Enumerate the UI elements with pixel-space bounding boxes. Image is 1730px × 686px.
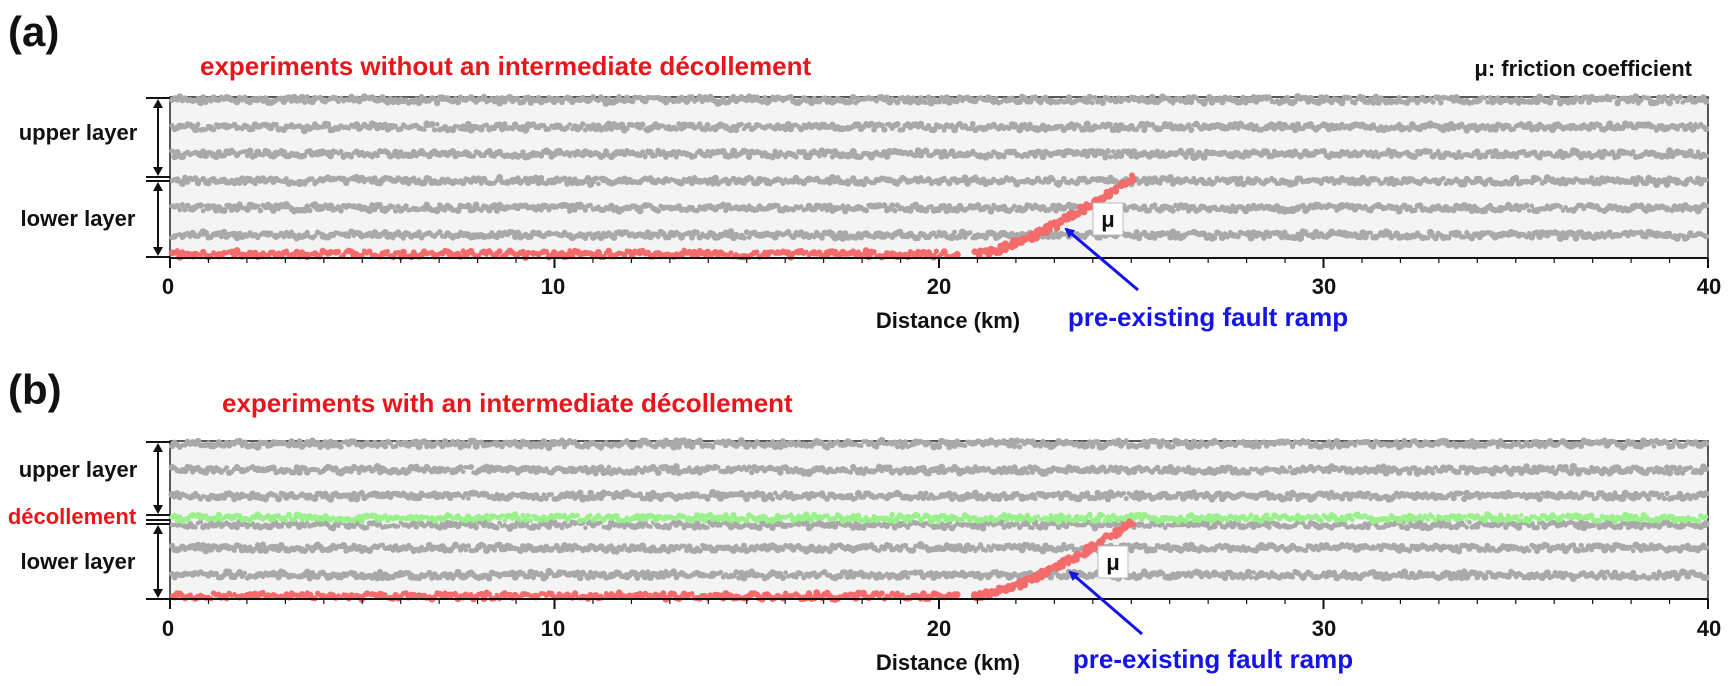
- tick-label-40: 40: [1697, 274, 1721, 299]
- fault-ramp-label: pre-existing fault ramp: [1068, 302, 1348, 332]
- arrowhead: [153, 99, 163, 108]
- tick-label-0: 0: [162, 274, 174, 299]
- tick-label-20: 20: [927, 616, 951, 641]
- panel-title: experiments without an intermediate déco…: [200, 51, 811, 81]
- x-axis-title: Distance (km): [876, 650, 1020, 675]
- tick-label-20: 20: [927, 274, 951, 299]
- tick-label-30: 30: [1312, 274, 1336, 299]
- mu-label: μ: [1106, 550, 1119, 575]
- panel-b: (b) experiments with an intermediate déc…: [8, 366, 1721, 675]
- x-axis: [170, 599, 1708, 609]
- arrowhead: [153, 525, 163, 534]
- arrowhead: [153, 167, 163, 176]
- tick-label-10: 10: [541, 616, 565, 641]
- panel-label: (a): [8, 8, 59, 55]
- mu-label: μ: [1101, 207, 1114, 232]
- lower-layer-label: lower layer: [21, 206, 136, 231]
- upper-layer-bracket: [146, 442, 170, 515]
- tick-label-10: 10: [541, 274, 565, 299]
- decollement-label: décollement: [8, 504, 137, 529]
- fault-ramp-label: pre-existing fault ramp: [1073, 644, 1353, 674]
- friction-legend: μ: friction coefficient: [1474, 56, 1692, 81]
- upper-layer-bracket: [146, 98, 170, 177]
- x-axis: [170, 258, 1708, 268]
- arrowhead: [153, 182, 163, 191]
- panel-label: (b): [8, 366, 62, 413]
- lower-layer-bracket: [146, 524, 170, 599]
- panel-title: experiments with an intermediate décolle…: [222, 388, 793, 418]
- lower-layer-label: lower layer: [21, 549, 136, 574]
- panel-a: (a) experiments without an intermediate …: [8, 8, 1721, 333]
- arrowhead: [153, 443, 163, 452]
- upper-layer-label: upper layer: [19, 120, 138, 145]
- arrowhead: [153, 589, 163, 598]
- x-axis-title: Distance (km): [876, 308, 1020, 333]
- arrowhead: [153, 247, 163, 256]
- upper-layer-label: upper layer: [19, 457, 138, 482]
- tick-label-30: 30: [1312, 616, 1336, 641]
- lower-layer-bracket: [146, 181, 170, 257]
- arrowhead: [153, 505, 163, 514]
- tick-label-0: 0: [162, 616, 174, 641]
- tick-label-40: 40: [1697, 616, 1721, 641]
